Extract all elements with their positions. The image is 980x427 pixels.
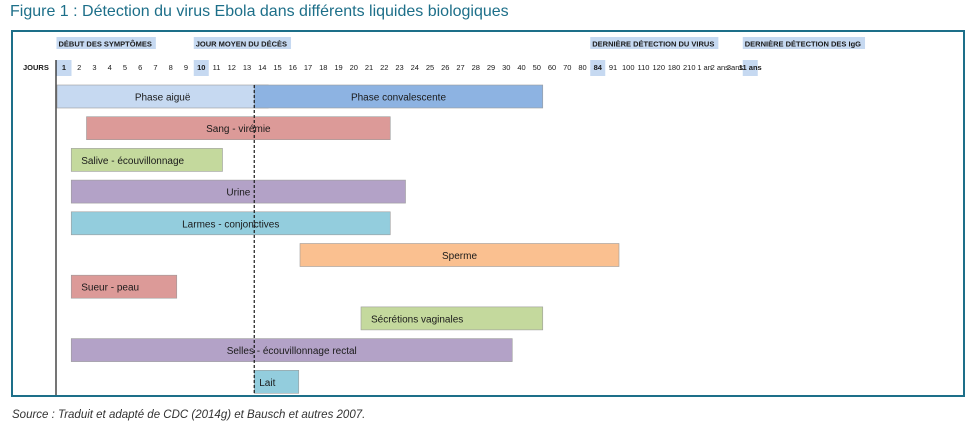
bar-label-sueur-peau: Sueur - peau — [81, 283, 139, 294]
tick-label-4: 4 — [108, 63, 112, 72]
tick-layer: JOURS 1 2 3 4 5 6 7 8 9 10 11 12 13 14 15 16 17 18 19 20 21 22… — [23, 63, 762, 72]
figure-title: Figure 1 : Détection du virus Ebola dans… — [10, 3, 509, 20]
bar-label-phase-convalescente: Phase convalescente — [351, 93, 447, 104]
tick-label-6: 6 — [138, 63, 142, 72]
source-note: Source : Traduit et adapté de CDC (2014g… — [12, 409, 366, 421]
tick-label-24: 24 — [411, 63, 419, 72]
bar-salive-ecouvillonnage — [70, 148, 223, 172]
milestone-layer: DÉBUT DES SYMPTÔMES JOUR MOYEN DU DÉCÈS DE… — [56, 37, 866, 49]
bar-label-lait: Lait — [259, 378, 275, 389]
bars-layer: Phase aiguë Phase convalescente Sang - vir… — [56, 84, 620, 394]
tick-label-19: 19 — [334, 63, 342, 72]
bar-larmes-conjonctives — [70, 211, 391, 236]
tick-label-17: 17 — [304, 63, 312, 72]
tick-label-22: 22 — [380, 63, 388, 72]
tick-label-2: 2 — [77, 63, 81, 72]
tick-highlight-10 — [193, 60, 209, 76]
tick-label-9: 9 — [184, 63, 188, 72]
tick-label-80: 80 — [578, 63, 586, 72]
tick-label-18: 18 — [319, 63, 327, 72]
tick-label-110: 110 — [638, 63, 650, 72]
bar-label-phase-aigue: Phase aiguë — [135, 93, 191, 104]
tick-label-15: 15 — [273, 63, 281, 72]
milestone-label-derniere-detection-du-virus: DERNIÈRE DÉTECTION DU VIRUS — [592, 40, 714, 49]
tick-label-70: 70 — [563, 63, 571, 72]
tick-label-3: 3 — [92, 63, 96, 72]
milestone-bg-jour-moyen-du-deces — [193, 37, 292, 49]
bar-secretions-vaginales — [360, 306, 544, 331]
tick-label-27: 27 — [456, 63, 464, 72]
tick-label-25: 25 — [426, 63, 434, 72]
tick-highlight-1 — [56, 60, 72, 76]
timeline-chart: DÉBUT DES SYMPTÔMES JOUR MOYEN DU DÉCÈS DE… — [23, 37, 866, 395]
milestone-bg-derniere-detection-des-igg — [742, 37, 866, 49]
tick-label-210: 210 — [683, 63, 696, 72]
tick-label-1: 1 — [62, 63, 66, 72]
tick-label-13: 13 — [243, 63, 251, 72]
tick-label-29: 29 — [487, 63, 495, 72]
bar-urine — [70, 179, 406, 204]
tick-label-2-ans: 2 ans — [711, 63, 730, 72]
tick-label-40: 40 — [517, 63, 525, 72]
bar-sang-viremie — [86, 116, 391, 140]
tick-label-1-an: 1 an — [697, 63, 712, 72]
tick-label-10: 10 — [197, 63, 205, 72]
tick-label-120: 120 — [652, 63, 665, 72]
tick-label-28: 28 — [472, 63, 480, 72]
bar-sperme — [299, 243, 620, 267]
bar-sueur-peau — [70, 274, 178, 299]
tick-label-30: 30 — [502, 63, 510, 72]
milestone-label-debut-des-symptomes: DÉBUT DES SYMPTÔMES — [59, 40, 152, 49]
tick-label-91: 91 — [609, 63, 617, 72]
tick-highlight-11-ans — [742, 60, 758, 76]
tick-highlight-84 — [590, 60, 606, 76]
tick-label-3ans: 3ans — [727, 63, 744, 72]
tick-label-14: 14 — [258, 63, 266, 72]
tick-label-23: 23 — [395, 63, 403, 72]
tick-label-100: 100 — [622, 63, 635, 72]
tick-label-84: 84 — [594, 63, 603, 72]
tick-label-11: 11 — [213, 63, 221, 72]
tick-label-7: 7 — [153, 63, 157, 72]
milestone-bg-debut-des-symptomes — [56, 37, 156, 49]
bar-label-larmes-conjonctives: Larmes - conjonctives — [182, 219, 279, 230]
milestone-bg-derniere-detection-du-virus — [590, 37, 719, 49]
tick-label-5: 5 — [123, 63, 127, 72]
bar-label-sperme: Sperme — [442, 251, 477, 262]
bar-label-urine: Urine — [226, 188, 250, 199]
bar-label-secretions-vaginales: Sécrétions vaginales — [371, 314, 463, 325]
milestone-label-jour-moyen-du-deces: JOUR MOYEN DU DÉCÈS — [196, 40, 287, 49]
tick-label-20: 20 — [350, 63, 358, 72]
tick-label-50: 50 — [533, 63, 541, 72]
bar-label-sang-viremie: Sang - virémie — [206, 124, 271, 135]
bar-label-selles-ecouvillonnage-rectal: Selles - écouvillonnage rectal — [227, 346, 357, 357]
tick-label-12: 12 — [228, 63, 236, 72]
tick-label-16: 16 — [289, 63, 297, 72]
tick-label-26: 26 — [441, 63, 449, 72]
chart-frame: DÉBUT DES SYMPTÔMES JOUR MOYEN DU DÉCÈS DE… — [11, 30, 965, 397]
bar-selles-ecouvillonnage-rectal — [70, 338, 513, 362]
axis-title: JOURS — [23, 63, 49, 72]
highlight-layer — [56, 60, 758, 76]
tick-label-21: 21 — [365, 63, 373, 72]
tick-label-180: 180 — [668, 63, 681, 72]
tick-label-11-ans: 11 ans — [739, 63, 762, 72]
tick-label-8: 8 — [169, 63, 173, 72]
milestone-label-derniere-detection-des-igg: DERNIÈRE DÉTECTION DES IgG — [745, 40, 861, 49]
tick-label-60: 60 — [548, 63, 556, 72]
bar-label-salive-ecouvillonnage: Salive - écouvillonnage — [81, 156, 184, 167]
